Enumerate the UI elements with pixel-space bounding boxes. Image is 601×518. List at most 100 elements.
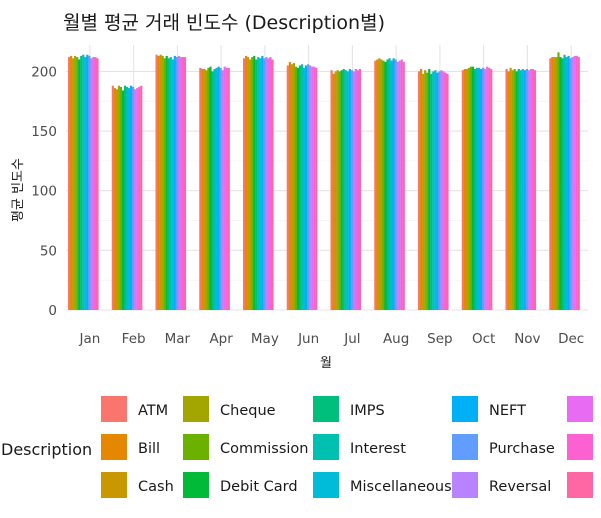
bar [378,58,381,310]
legend-label: Cash [138,479,174,495]
bar [167,58,170,310]
y-tick-label: 0 [48,303,57,319]
bar [334,71,337,311]
bar [243,58,246,310]
x-tick-label: Oct [472,331,495,347]
bar [420,69,423,310]
bar [286,65,289,310]
legend-key [452,472,478,498]
bar [573,55,576,311]
bar [461,70,464,310]
bar [215,67,218,310]
bar [565,57,568,310]
bar [346,71,349,311]
bar [529,69,533,310]
bar [484,69,487,310]
legend-key [101,434,127,460]
bar [440,70,443,310]
bar [430,73,433,310]
bar [173,55,176,311]
bar [255,59,258,310]
x-tick-labels: Jan Feb Mar Apr May Jun Jul Aug Sep Oct Nov Dec [78,331,584,347]
bar [469,66,473,311]
bar [348,69,351,310]
bar [123,85,127,310]
bar [358,69,362,310]
bar [296,67,300,310]
bar [374,60,377,311]
bar [92,57,95,310]
bar [557,52,560,310]
legend-label: Interest [350,441,406,457]
bar [553,57,556,310]
bar [263,58,266,310]
bar [175,57,178,310]
y-tick-label: 50 [40,243,57,259]
bar [380,59,383,310]
bar [225,67,228,310]
bar [90,58,93,310]
x-tick-label: Jan [78,331,100,347]
bar [521,69,524,310]
bar [294,66,298,311]
bar [352,71,356,311]
bar [442,71,445,311]
bar [424,70,427,310]
bar [475,67,479,310]
bar [305,65,308,310]
bar [181,57,185,310]
bar [290,64,293,310]
bar [488,67,491,310]
x-axis-title: 월 [320,356,332,371]
legend-key [567,434,593,460]
bar [422,73,425,310]
legend-label: Miscellaneous [350,479,452,495]
legend-label: IMPS [350,403,385,419]
bar [444,72,447,310]
bar [350,70,353,310]
bar [480,69,483,310]
x-tick-label: Mar [165,331,191,347]
bar-series [68,52,580,311]
bar [490,69,493,310]
bar [342,69,345,310]
legend-key [183,472,209,498]
bar [251,57,254,310]
bar [513,69,516,310]
bar [575,55,578,311]
bar [426,72,429,310]
bar [117,85,121,310]
bar [121,90,125,310]
bar [533,70,537,310]
bar [127,88,131,311]
bar [517,69,520,310]
bar [463,69,466,310]
legend-label: Purchase [489,441,555,457]
bar [418,71,421,311]
bar [113,88,116,311]
bar [72,58,75,310]
x-tick-label: May [251,331,279,347]
bar [253,55,256,311]
legend-label: Commission [220,441,308,457]
bar [96,58,99,310]
x-tick-label: Nov [514,331,540,347]
bar [223,66,226,311]
bar [390,60,393,311]
bar [400,59,403,310]
bar [84,57,87,310]
legend-key [101,396,127,422]
bar [259,58,262,310]
x-tick-label: Sep [427,331,452,347]
bar [257,57,260,310]
bar [434,70,437,310]
bar [132,86,135,310]
bar [330,70,333,310]
bar [269,57,272,310]
bar [115,89,118,310]
bar [436,72,439,310]
bar [245,55,248,311]
bar [309,65,312,310]
bar [384,61,387,310]
bar [467,67,471,310]
